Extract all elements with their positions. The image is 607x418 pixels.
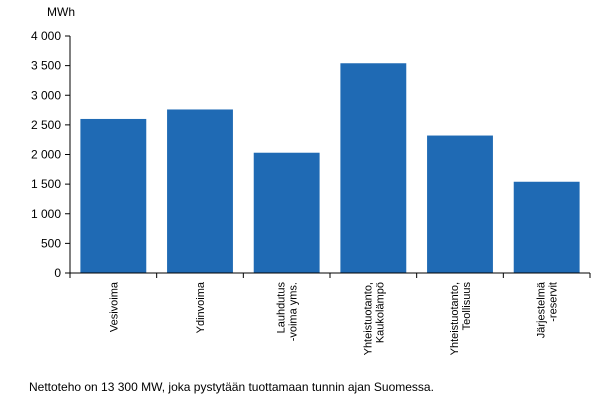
bar — [80, 118, 147, 273]
x-category-label: -reservit — [548, 282, 560, 322]
bar — [167, 109, 233, 273]
x-category-label: Teollisuus — [461, 282, 473, 331]
x-category-label: Järjestelmä — [536, 281, 548, 338]
bar — [253, 152, 320, 273]
x-category-label: Ydinvoima — [195, 281, 207, 333]
y-tick-label: 2 500 — [31, 118, 61, 132]
x-category-label: -voima yms. — [288, 282, 300, 341]
footnote: Nettoteho on 13 300 MW, joka pystytään t… — [29, 380, 434, 394]
bar — [340, 63, 407, 273]
y-tick-label: 500 — [41, 236, 61, 250]
y-tick-label: 2 000 — [31, 148, 61, 162]
y-axis-unit-label: MWh — [47, 5, 75, 19]
axes — [69, 36, 591, 278]
x-axis-labels: Vesivoima Ydinvoima Lauhdutus -voima yms. Yh… — [108, 281, 559, 355]
x-category-label: Vesivoima — [108, 281, 120, 332]
bars — [80, 63, 580, 273]
y-tick-label: 0 — [54, 266, 61, 280]
y-tick-label: 4 000 — [31, 29, 61, 43]
x-category-label: Lauhdutus — [276, 282, 288, 334]
bar — [513, 181, 580, 273]
y-tick-label: 1 000 — [31, 207, 61, 221]
y-tick-label: 1 500 — [31, 177, 61, 191]
y-tick-label: 3 500 — [31, 59, 61, 73]
y-axis-ticks: 0 500 1 000 1 500 2 000 2 500 3 000 3 500 4 000 — [31, 29, 70, 280]
x-category-label: Yhteistuotanto, — [362, 282, 374, 355]
bar — [427, 135, 493, 273]
y-tick-label: 3 000 — [31, 88, 61, 102]
x-category-label: Yhteistuotanto, — [449, 282, 461, 355]
x-category-label: Kaukolämpö — [374, 282, 386, 343]
